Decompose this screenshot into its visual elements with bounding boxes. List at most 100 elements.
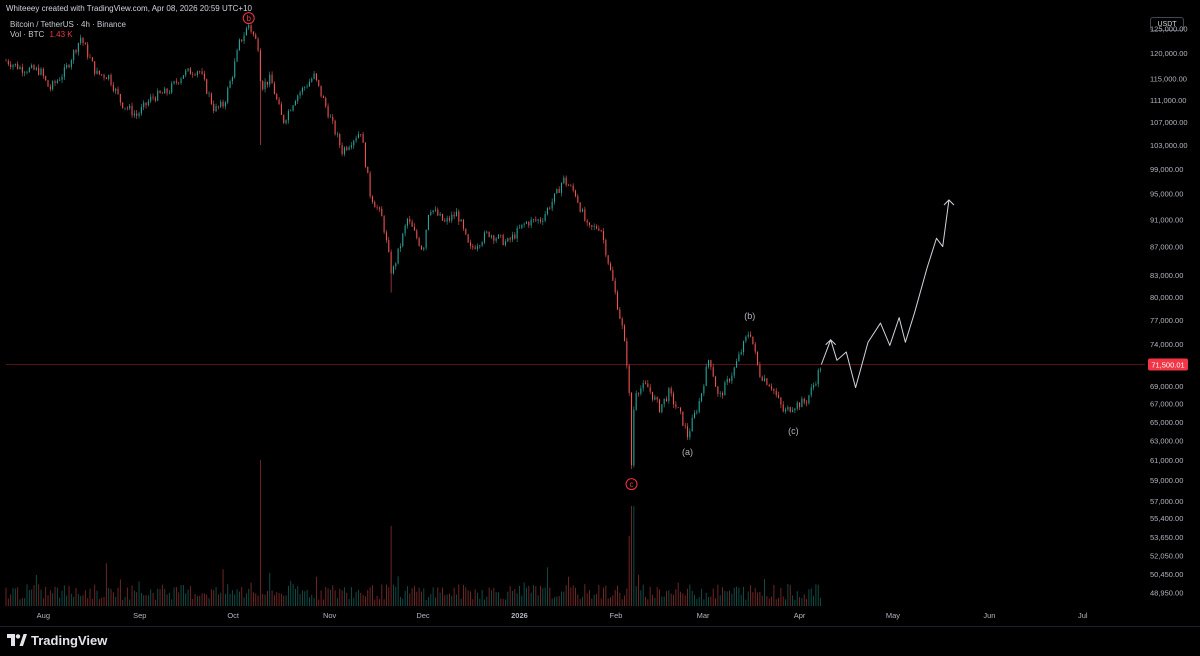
volume-bar [708, 596, 709, 606]
candle-body [773, 388, 775, 391]
volume-bar [719, 595, 721, 606]
candle-body [213, 103, 215, 112]
candle-body [42, 68, 44, 77]
candle-body [259, 50, 261, 82]
price-tick-label: 69,000.00 [1150, 382, 1183, 391]
volume-bar [26, 584, 28, 606]
currency-button[interactable]: USDT [1150, 17, 1184, 31]
candle-body [392, 266, 394, 274]
volume-bar [633, 506, 635, 606]
candle-body [371, 196, 373, 203]
candle-body [446, 218, 448, 222]
volume-bar [210, 589, 212, 606]
volume-bar [612, 595, 614, 606]
volume-bar [320, 590, 322, 606]
candle-body [26, 72, 28, 73]
volume-bar [813, 595, 815, 606]
candle-body [215, 106, 217, 112]
volume-legend[interactable]: Vol · BTC 1.43 K [10, 30, 126, 40]
volume-bar [486, 596, 488, 606]
volume-bar [229, 593, 231, 606]
candle-body [430, 211, 432, 215]
volume-bar [575, 587, 576, 606]
volume-bar [103, 596, 105, 606]
volume-bar [537, 595, 539, 606]
volume-bar [456, 594, 457, 606]
candle-body [224, 102, 226, 107]
wave-label: (b) [744, 311, 755, 321]
volume-bar [325, 587, 327, 606]
volume-bar [339, 588, 341, 606]
volume-bar [694, 594, 695, 606]
candle-body [728, 378, 731, 382]
candle-body [686, 426, 689, 438]
candle-body [539, 219, 542, 222]
volume-bar [98, 599, 100, 606]
volume-bar [166, 594, 168, 606]
volume-bar [416, 591, 418, 606]
candle-body [633, 409, 635, 466]
candle-body [516, 227, 518, 239]
candle-body [117, 88, 119, 95]
volume-bar [733, 587, 735, 606]
volume-bar [414, 586, 415, 606]
volume-bar [245, 593, 247, 606]
wave-label-circle [625, 478, 638, 491]
candle-body [49, 86, 51, 90]
volume-bar [738, 587, 740, 606]
candle-body [677, 407, 679, 408]
candle-body [768, 384, 770, 387]
candle-body [717, 386, 719, 394]
volume-bar [789, 584, 791, 606]
candle-body [243, 35, 245, 42]
projection-arrowhead [943, 199, 955, 206]
candle-body [192, 74, 194, 75]
candle-body [329, 116, 331, 118]
candle-body [287, 110, 289, 121]
candle-body [698, 400, 700, 412]
volume-bar [621, 599, 623, 606]
candle-body [469, 242, 472, 246]
volume-bar [530, 592, 532, 606]
candle-body [115, 88, 117, 91]
price-tick-label: 87,000.00 [1150, 243, 1183, 252]
tradingview-logo[interactable]: TradingView [7, 632, 107, 648]
candle-body [164, 88, 166, 94]
candle-body [511, 234, 514, 240]
volume-bar [512, 590, 513, 606]
candle-body [133, 113, 135, 116]
candle-body [327, 106, 329, 118]
candle-body [357, 134, 359, 139]
volume-bar [691, 590, 693, 606]
candle-body [799, 402, 801, 408]
price-tick-label: 103,000.00 [1150, 141, 1188, 150]
candle-body [514, 234, 516, 239]
candle-body [794, 408, 796, 411]
candle-body [278, 99, 280, 105]
candle-body [626, 341, 628, 366]
volume-bar [194, 594, 196, 606]
candle-body [28, 67, 30, 73]
candle-body [416, 230, 418, 239]
volume-bar [206, 594, 208, 606]
volume-bar [803, 594, 805, 606]
volume-bar [271, 590, 273, 606]
volume-bar [460, 598, 462, 606]
candle-body [619, 309, 621, 319]
volume-bar [444, 595, 446, 606]
volume-bar [75, 588, 77, 606]
volume-bar [722, 587, 723, 606]
time-tick-label: Feb [609, 611, 622, 620]
candle-body [766, 378, 768, 385]
candle-body [311, 78, 313, 82]
candle-body [5, 60, 7, 62]
volume-bar [810, 588, 812, 606]
volume-bar [283, 595, 285, 606]
volume-bar [266, 590, 268, 606]
volume-bar [145, 595, 147, 606]
volume-bar [306, 589, 308, 606]
symbol-title[interactable]: Bitcoin / TetherUS · 4h · Binance [10, 20, 126, 29]
candle-body [122, 102, 124, 109]
candle-body [665, 398, 668, 402]
